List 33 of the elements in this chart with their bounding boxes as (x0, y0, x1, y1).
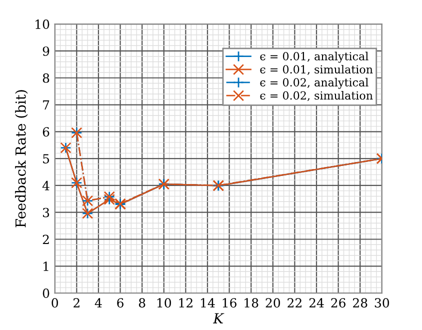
x-tick-label: 24 (309, 298, 324, 308)
x-tick-label: 18 (244, 298, 258, 308)
y-tick-label: 4 (42, 180, 50, 190)
y-tick-label: 6 (42, 127, 50, 137)
y-tick-label: 8 (42, 73, 50, 83)
legend-label: ϵ = 0.01, analytical (260, 52, 368, 63)
x-tick-label: 8 (138, 298, 146, 308)
x-tick-label: 12 (179, 298, 192, 308)
y-tick-label: 0 (42, 288, 50, 298)
x-tick-label: 28 (353, 298, 368, 308)
x-tick-label: 4 (94, 298, 102, 308)
y-tick-label: 2 (42, 234, 49, 244)
legend-label: ϵ = 0.02, analytical (260, 78, 368, 89)
y-tick-label: 9 (42, 46, 50, 56)
x-tick-label: 16 (222, 298, 236, 308)
x-tick-label: 10 (157, 298, 171, 308)
y-axis-title: Feedback Rate (bit) (15, 90, 28, 228)
x-tick-label: 20 (266, 298, 280, 308)
x-tick-label: 2 (74, 298, 80, 308)
x-tick-label: 6 (117, 298, 124, 308)
x-tick-label: 22 (288, 298, 302, 308)
legend-label: ϵ = 0.01, simulation (260, 64, 373, 75)
x-tick-label: 30 (374, 298, 390, 308)
y-tick-label: 3 (43, 208, 50, 218)
y-tick-label: 5 (43, 154, 50, 164)
y-tick-label: 1 (44, 262, 48, 271)
x-tick-label: 0 (52, 298, 58, 308)
y-tick-label: 7 (43, 100, 50, 110)
x-tick-label: 14 (201, 298, 215, 308)
x-tick-label: 26 (331, 298, 346, 308)
x-axis-title: K (212, 313, 224, 324)
y-tick-label: 10 (36, 20, 50, 30)
legend-label: ϵ = 0.02, simulation (260, 91, 373, 102)
